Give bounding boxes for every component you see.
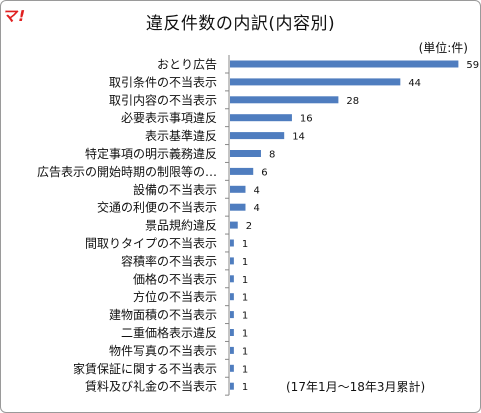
value-label: 1 bbox=[242, 293, 248, 304]
value-label: 14 bbox=[292, 132, 305, 143]
category-label: 価格の不当表示 bbox=[133, 271, 217, 286]
category-label: 特定事項の明示義務違反 bbox=[85, 146, 217, 161]
bar bbox=[230, 329, 234, 336]
category-label: 二重価格表示違反 bbox=[121, 325, 217, 340]
bar bbox=[230, 96, 339, 104]
bar bbox=[230, 221, 238, 229]
bar bbox=[230, 60, 459, 68]
category-label: 広告表示の開始時期の制限等の… bbox=[37, 165, 217, 179]
value-label: 1 bbox=[242, 329, 248, 340]
category-label: 賃料及び礼金の不当表示 bbox=[85, 379, 217, 394]
value-label: 4 bbox=[253, 185, 259, 196]
unit-label: (単位:件) bbox=[418, 41, 468, 55]
value-label: 44 bbox=[408, 78, 421, 89]
bar bbox=[230, 293, 234, 301]
logo-icon: マ! bbox=[5, 7, 27, 25]
bar bbox=[230, 382, 234, 390]
period-note: (17年1月～18年3月累計) bbox=[286, 380, 426, 394]
bar bbox=[230, 346, 234, 354]
category-label: 間取りタイプの不当表示 bbox=[85, 237, 217, 251]
category-label: おとり広告 bbox=[157, 58, 217, 72]
value-label: 6 bbox=[261, 167, 267, 178]
category-label: 容積率の不当表示 bbox=[121, 253, 217, 268]
value-label: 1 bbox=[242, 346, 248, 357]
logo-text: マ! bbox=[5, 7, 27, 25]
value-label: 1 bbox=[242, 275, 248, 286]
value-label: 16 bbox=[300, 114, 313, 125]
category-label: 交通の利便の不当表示 bbox=[97, 200, 217, 215]
bar bbox=[230, 311, 234, 319]
value-label: 1 bbox=[242, 311, 248, 322]
category-label: 取引内容の不当表示 bbox=[109, 92, 217, 107]
category-label: 建物面積の不当表示 bbox=[109, 307, 217, 322]
value-label: 8 bbox=[269, 150, 275, 161]
bar bbox=[230, 114, 292, 122]
category-label: 必要表示事項違反 bbox=[121, 111, 217, 125]
bar bbox=[230, 364, 234, 372]
chart-title: 違反件数の内訳(内容別) bbox=[145, 14, 336, 34]
category-label: 物件写真の不当表示 bbox=[109, 344, 217, 358]
value-label: 1 bbox=[242, 364, 248, 375]
value-label: 28 bbox=[346, 96, 359, 107]
bar bbox=[230, 203, 246, 211]
value-label: 1 bbox=[242, 382, 248, 393]
category-label: 表示基準違反 bbox=[145, 128, 217, 143]
value-label: 2 bbox=[246, 221, 252, 232]
value-label: 4 bbox=[253, 203, 259, 214]
bar bbox=[230, 78, 401, 86]
bar bbox=[230, 185, 246, 193]
category-label: 景品規約違反 bbox=[145, 218, 217, 233]
value-label: 1 bbox=[242, 239, 248, 250]
bar bbox=[230, 275, 234, 283]
value-label: 59 bbox=[466, 60, 479, 71]
category-label: 取引条件の不当表示 bbox=[109, 75, 217, 89]
bar bbox=[230, 257, 234, 265]
bar bbox=[230, 167, 254, 175]
bar bbox=[230, 150, 261, 157]
category-label: 方位の不当表示 bbox=[133, 289, 217, 304]
category-label: 設備の不当表示 bbox=[133, 182, 217, 197]
value-label: 1 bbox=[242, 257, 248, 268]
bar bbox=[230, 239, 234, 247]
category-label: 家賃保証に関する不当表示 bbox=[73, 361, 217, 376]
bar bbox=[230, 132, 285, 140]
